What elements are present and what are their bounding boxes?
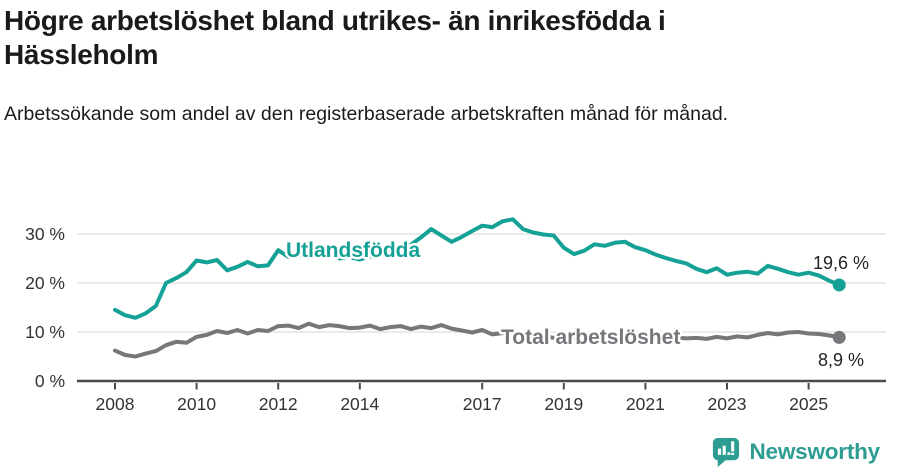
x-tick-label: 2021	[626, 394, 665, 414]
series-line	[113, 321, 842, 359]
series-end-value: 8,9 %	[818, 350, 864, 370]
y-tick-label: 10 %	[25, 322, 65, 342]
newsworthy-brand-name: Newsworthy	[749, 438, 880, 464]
x-tick-label: 2010	[177, 394, 216, 414]
series-line	[113, 217, 842, 320]
y-tick-label: 0 %	[35, 371, 65, 391]
newsworthy-logo-icon	[713, 437, 740, 467]
x-tick-label: 2019	[544, 394, 583, 414]
series-label: Utlandsfödda	[286, 239, 420, 262]
x-tick-label: 2008	[96, 394, 135, 414]
y-tick-label: 20 %	[25, 273, 65, 293]
x-tick-label: 2025	[789, 394, 828, 414]
x-tick-label: 2014	[340, 394, 379, 414]
series-end-value: 19,6 %	[813, 253, 869, 273]
newsworthy-branding: Newsworthy	[710, 436, 880, 467]
page-title: Högre arbetslöshet bland utrikes- än inr…	[4, 5, 666, 71]
x-tick-label: 2023	[708, 394, 747, 414]
x-tick-label: 2012	[259, 394, 298, 414]
series-end-dot	[832, 278, 846, 292]
series-label: Total arbetslöshet	[501, 326, 680, 349]
y-tick-label: 30 %	[25, 224, 65, 244]
x-tick-label: 2017	[463, 394, 502, 414]
series-end-dot	[832, 330, 846, 344]
chart-subtitle: Arbetssökande som andel av den registerb…	[4, 103, 729, 125]
